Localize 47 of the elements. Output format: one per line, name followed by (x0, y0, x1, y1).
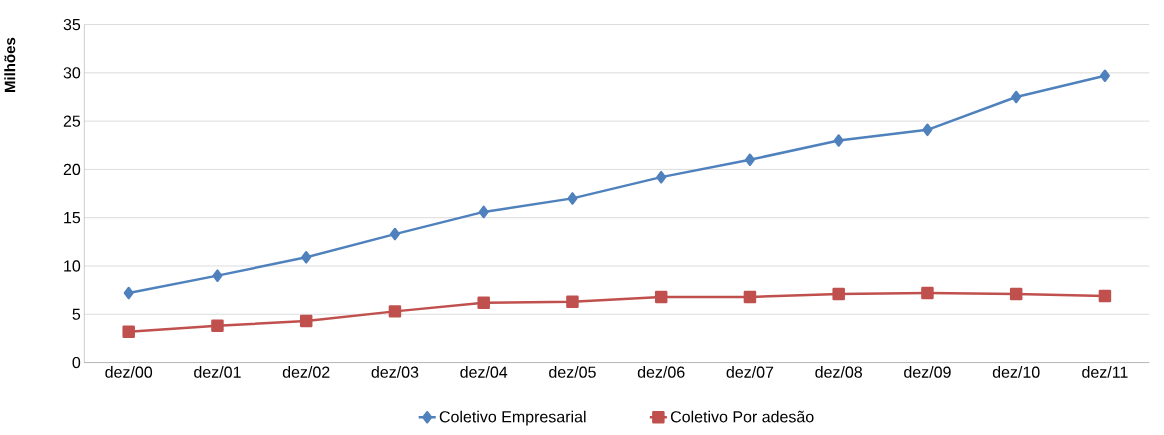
point (478, 205, 489, 219)
point (477, 296, 490, 309)
point (566, 295, 579, 308)
x-tick-label: dez/06 (637, 366, 685, 378)
x-tick-label: dez/11 (1082, 366, 1128, 378)
x-tick-label: dez/08 (815, 366, 863, 378)
y-tick-label: 0 (72, 356, 81, 369)
point (922, 123, 933, 137)
point (743, 290, 757, 304)
x-tick-label: dez/05 (549, 366, 596, 378)
point (832, 287, 845, 301)
point (1098, 289, 1112, 303)
point (211, 319, 224, 333)
legend-label: Coletivo Empresarial (439, 410, 586, 426)
y-tick-label: 5 (72, 308, 81, 320)
y-tick-label: 25 (63, 115, 81, 127)
point (123, 286, 134, 300)
point (122, 325, 135, 338)
point (1011, 90, 1022, 104)
point (654, 290, 668, 304)
x-tick-label: dez/07 (726, 366, 774, 378)
point (1099, 69, 1110, 82)
point (212, 269, 223, 282)
y-tick-label: 15 (64, 212, 81, 224)
point (299, 314, 313, 328)
y-tick-label: 10 (64, 260, 81, 272)
point (744, 153, 755, 167)
point (656, 170, 667, 184)
point (567, 192, 578, 205)
x-tick-label: dez/02 (282, 366, 330, 378)
x-tick-label: dez/03 (371, 366, 419, 378)
point (389, 227, 400, 241)
x-tick-label: dez/09 (904, 366, 951, 378)
point (1009, 287, 1023, 301)
x-tick-label: dez/01 (194, 366, 241, 378)
x-tick-label: dez/10 (992, 366, 1040, 378)
point (388, 305, 402, 318)
point (921, 286, 934, 300)
x-tick-label: dez/04 (460, 366, 508, 378)
y-tick-label: 35 (63, 18, 81, 31)
y-tick-label: 20 (63, 163, 81, 176)
x-tick-label: dez/00 (105, 366, 153, 378)
y-axis-title: Milhões (4, 37, 16, 93)
point (833, 134, 844, 147)
point (301, 251, 312, 264)
legend-label: Coletivo Por adesão (670, 410, 814, 423)
y-tick-label: 30 (63, 67, 81, 79)
